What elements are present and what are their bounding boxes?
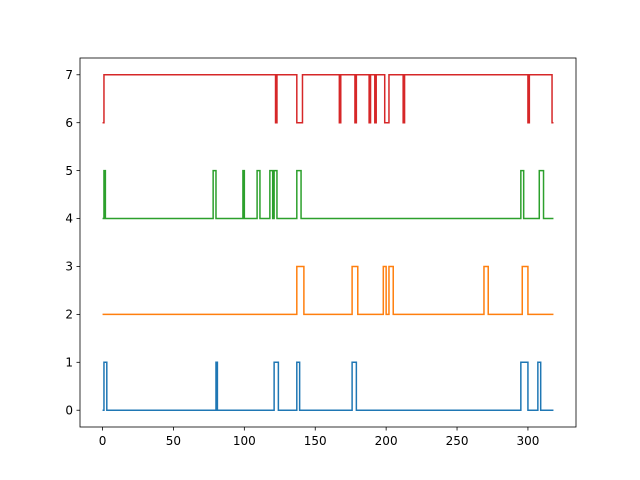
- y-tick-label-4: 4: [65, 212, 73, 226]
- x-tick-label-0: 0: [99, 434, 107, 448]
- y-tick-label-5: 5: [65, 164, 73, 178]
- axes-frame: [79, 57, 577, 428]
- x-tick-label-50: 50: [166, 434, 181, 448]
- x-tick-label-250: 250: [446, 434, 469, 448]
- x-tick-label-100: 100: [233, 434, 256, 448]
- y-tick-label-1: 1: [65, 356, 73, 370]
- x-tick-label-150: 150: [304, 434, 327, 448]
- series-line-1: [102, 265, 554, 316]
- x-tick-label-300: 300: [516, 434, 539, 448]
- series-line-3: [102, 74, 554, 124]
- y-tick-label-6: 6: [65, 116, 73, 130]
- y-tick-label-3: 3: [65, 260, 73, 274]
- series-line-2: [102, 169, 554, 220]
- series-line-0: [102, 361, 554, 411]
- y-tick-label-2: 2: [65, 308, 73, 322]
- x-tick-label-200: 200: [375, 434, 398, 448]
- plot-area: [102, 74, 554, 411]
- y-tick-label-7: 7: [65, 68, 73, 82]
- y-tick-label-0: 0: [65, 403, 73, 417]
- axes: 0 50 100 150 200 250 300 0 1 2 3 4 5 6 7: [65, 57, 577, 448]
